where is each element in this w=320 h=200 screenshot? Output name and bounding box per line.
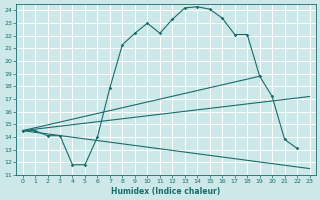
X-axis label: Humidex (Indice chaleur): Humidex (Indice chaleur) xyxy=(111,187,221,196)
